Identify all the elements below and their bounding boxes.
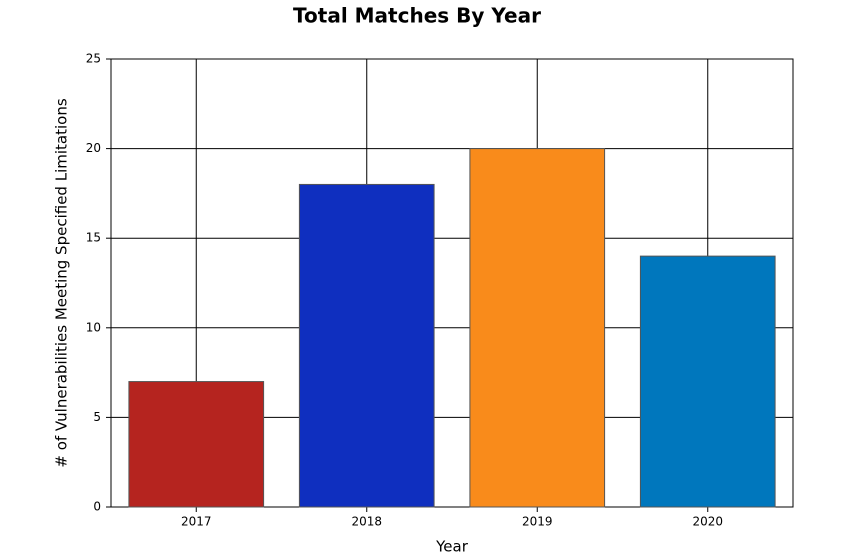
y-tick-label: 20 [86, 141, 101, 155]
x-tick-label: 2020 [692, 515, 723, 529]
y-tick-label: 10 [86, 320, 101, 334]
x-tick-label: 2018 [351, 515, 382, 529]
y-tick-label: 15 [86, 231, 101, 245]
y-tick-label: 5 [93, 410, 101, 424]
bar [469, 148, 606, 508]
bar [298, 183, 435, 508]
chart-title: Total Matches By Year [293, 4, 541, 28]
y-tick-label: 25 [86, 52, 101, 66]
x-axis-label: Year [435, 538, 469, 556]
bar [128, 381, 265, 508]
x-tick-label: 2017 [181, 515, 212, 529]
bar [639, 255, 776, 508]
y-tick-label: 0 [93, 500, 101, 514]
x-tick-label: 2019 [522, 515, 553, 529]
y-axis-label: # of Vulnerabilities Meeting Specified L… [53, 98, 71, 467]
